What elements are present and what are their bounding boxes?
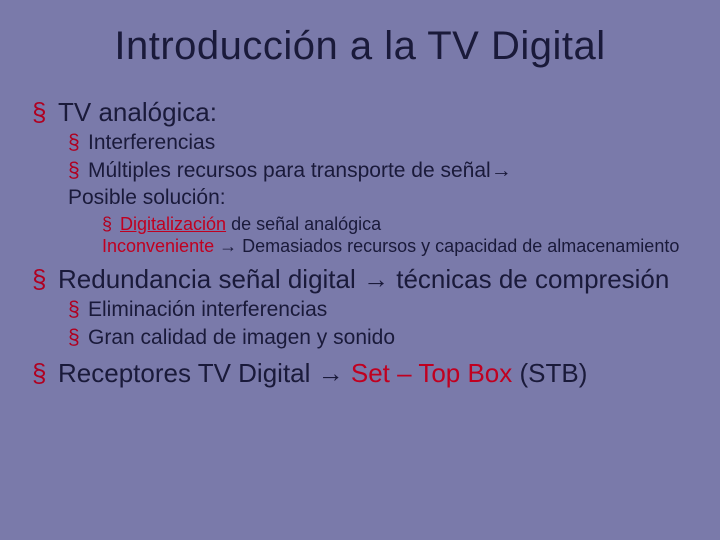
bullet-posible-solucion: Posible solución:: [32, 185, 688, 211]
bullet-redundancia: Redundancia señal digital → técnicas de …: [32, 264, 688, 295]
text-inconveniente: Inconveniente: [102, 236, 214, 256]
bullet-interferencias: Interferencias: [32, 130, 688, 156]
slide: Introducción a la TV Digital TV analógic…: [0, 0, 720, 540]
text-set-top-box: Set – Top Box: [351, 358, 512, 388]
text-stb: (STB): [512, 358, 587, 388]
text-arrow: →: [214, 236, 242, 256]
bullet-digitalizacion: Digitalización de señal analógica: [32, 213, 688, 236]
bullet-eliminacion: Eliminación interferencias: [32, 297, 688, 323]
bullet-calidad: Gran calidad de imagen y sonido: [32, 325, 688, 351]
bullet-inconveniente: Inconveniente → Demasiados recursos y ca…: [32, 235, 688, 258]
text-receptores-pre: Receptores TV Digital →: [58, 358, 351, 388]
bullet-tv-analogica: TV analógica:: [32, 97, 688, 128]
slide-title: Introducción a la TV Digital: [32, 24, 688, 69]
bullet-multiples-recursos: Múltiples recursos para transporte de se…: [32, 158, 688, 184]
text-digitalizacion: Digitalización: [120, 214, 226, 234]
bullet-receptores: Receptores TV Digital → Set – Top Box (S…: [32, 358, 688, 389]
text-digitalizacion-rest: de señal analógica: [226, 214, 381, 234]
text-inconveniente-rest: Demasiados recursos y capacidad de almac…: [242, 236, 679, 256]
